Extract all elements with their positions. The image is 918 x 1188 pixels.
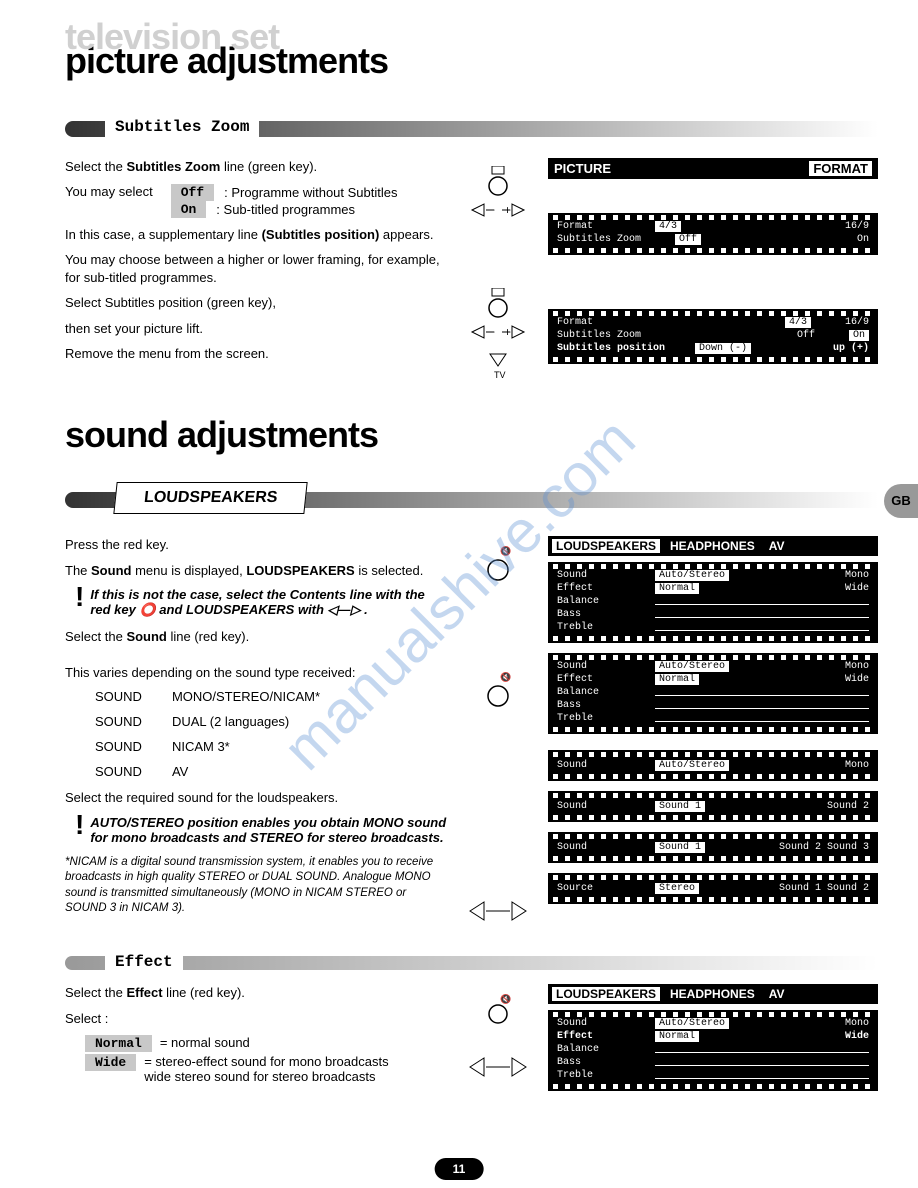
osd-tabs: LOUDSPEAKERS HEADPHONES AV [548, 984, 878, 1004]
remote-arrows-icon [466, 896, 530, 926]
text: Select the required sound for the loudsp… [65, 789, 448, 807]
osd-strip: SoundSound 1Sound 2 Sound 3 [548, 832, 878, 863]
osd-header-picture: PICTURE FORMAT [548, 158, 878, 179]
text: Select : [65, 1010, 448, 1028]
text: then set your picture lift. [65, 320, 448, 338]
remote-pad-icon: − + [466, 166, 530, 248]
section-bar-effect: Effect [65, 956, 878, 970]
svg-text:🔇: 🔇 [500, 545, 511, 556]
text: Select Subtitles position (green key), [65, 294, 448, 312]
svg-text:−: − [488, 325, 495, 339]
text: In this case, a supplementary line (Subt… [65, 226, 448, 244]
section-tab-loudspeakers: LOUDSPEAKERS [65, 482, 878, 518]
text: This varies depending on the sound type … [65, 664, 448, 682]
page-title-2: sound adjustments [65, 414, 878, 456]
text: Select the Sound line (red key). [65, 628, 448, 646]
svg-text:−: − [488, 203, 495, 217]
text: : Sub-titled programmes [216, 202, 355, 217]
value-off: Off [171, 184, 214, 201]
remote-pad-icon: − + TV [466, 288, 530, 390]
text: Remove the menu from the screen. [65, 345, 448, 363]
remote-key-icon: 🔇 [478, 670, 518, 710]
remote-arrows-icon [466, 1052, 530, 1082]
osd-tabs: LOUDSPEAKERS HEADPHONES AV [548, 536, 878, 556]
text: You may select [65, 184, 153, 199]
remote-key-icon: 🔇 [478, 544, 518, 584]
svg-text:TV: TV [494, 370, 506, 380]
remote-key-icon: 🔇 [478, 992, 518, 1026]
note: ! If this is not the case, select the Co… [75, 587, 448, 618]
osd-strip: SoundAuto/StereoMono [548, 750, 878, 781]
text: Press the red key. [65, 536, 448, 554]
effect-options: Normal = normal sound Wide = stereo-effe… [85, 1035, 448, 1084]
footnote: *NICAM is a digital sound transmission s… [65, 855, 448, 917]
value-on: On [171, 201, 207, 218]
svg-text:🔇: 🔇 [500, 993, 511, 1004]
svg-text:🔇: 🔇 [500, 671, 511, 682]
osd-panel: SoundAuto/StereoMono EffectNormalWide Ba… [548, 562, 878, 643]
svg-text:+: + [504, 203, 511, 217]
osd-strip: SourceStereoSound 1 Sound 2 [548, 873, 878, 904]
note: ! AUTO/STEREO position enables you obtai… [75, 815, 448, 845]
osd-panel: SoundAuto/StereoMono EffectNormalWide Ba… [548, 1010, 878, 1091]
ghost-heading: television set [65, 16, 279, 58]
text: Select the Effect line (red key). [65, 984, 448, 1002]
section-bar-subtitles-zoom: Subtitles Zoom [65, 114, 878, 144]
text: : Programme without Subtitles [224, 185, 397, 200]
osd-panel: Format4/316/9 Subtitles ZoomOffOn Subtit… [548, 309, 878, 364]
text: The Sound menu is displayed, LOUDSPEAKER… [65, 562, 448, 580]
text: You may choose between a higher or lower… [65, 251, 448, 286]
osd-strip: SoundSound 1Sound 2 [548, 791, 878, 822]
osd-panel: Format4/316/9 Subtitles ZoomOffOn [548, 213, 878, 255]
sound-types-list: SOUNDMONO/STEREO/NICAM* SOUNDDUAL (2 lan… [95, 689, 448, 779]
osd-panel: SoundAuto/StereoMono EffectNormalWide Ba… [548, 653, 878, 734]
text: Select the Subtitles Zoom line (green ke… [65, 158, 448, 176]
page-number: 11 [435, 1158, 484, 1180]
svg-text:+: + [504, 325, 511, 339]
